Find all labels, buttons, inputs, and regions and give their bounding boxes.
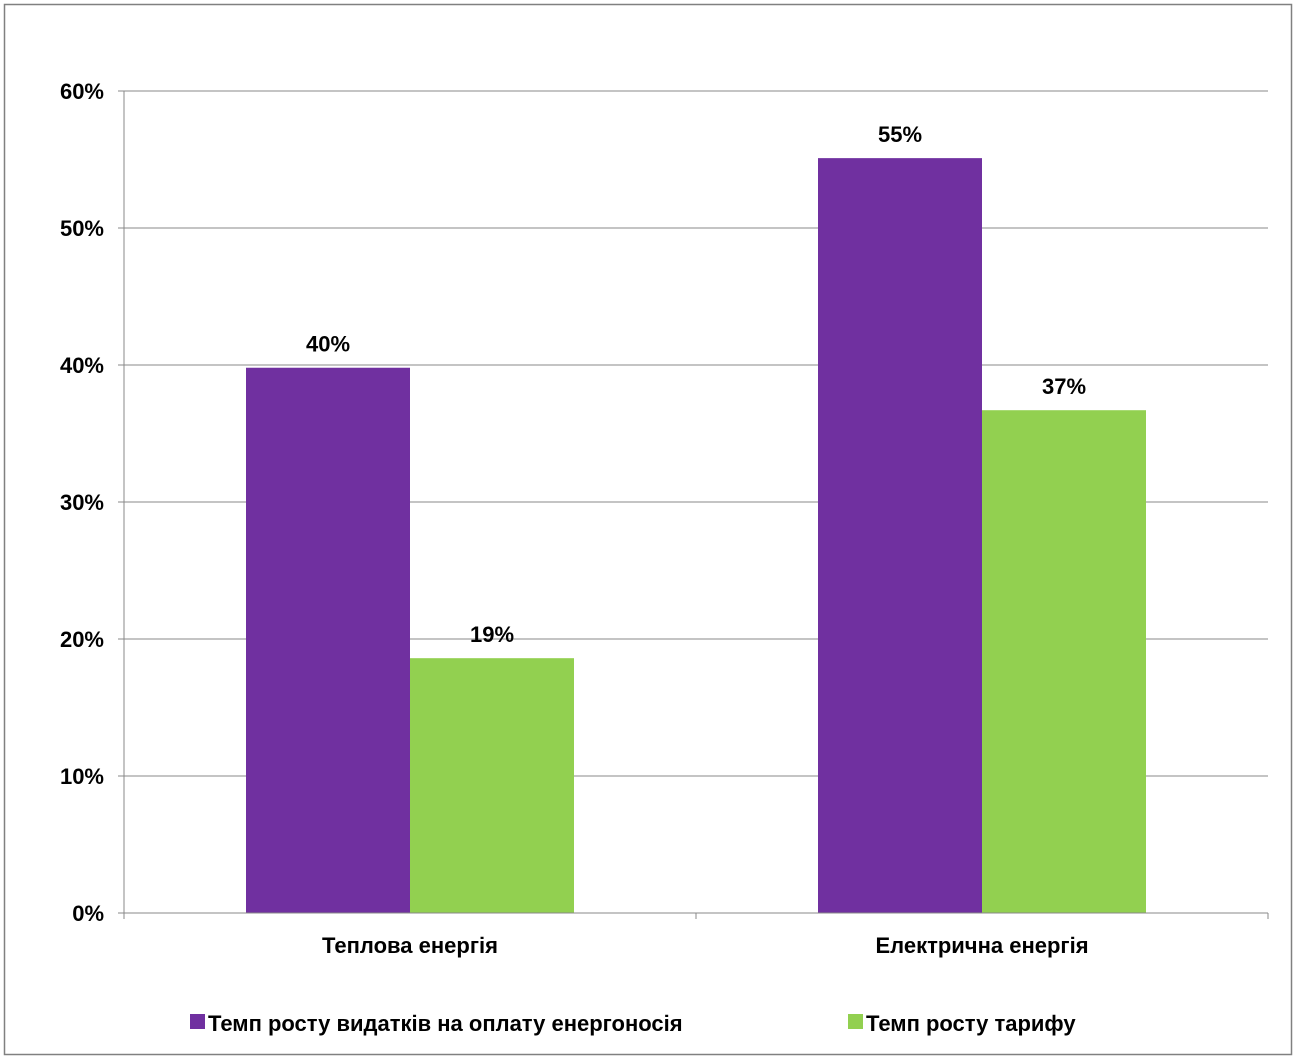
data-label: 55% [878,122,922,147]
y-tick-label: 30% [60,490,104,515]
legend-swatch [848,1014,863,1029]
data-label: 19% [470,622,514,647]
labels: 0% 10% 20% 30% 40% 50% 60% 40% 19% Теплова енергі… [60,79,1089,958]
bar [982,410,1146,913]
bar [246,367,410,913]
y-tick-label: 10% [60,764,104,789]
y-tick-label: 0% [72,901,104,926]
legend-label: Темп росту видатків на оплату енергоносі… [208,1011,683,1036]
legend-swatch [190,1014,205,1029]
bars [246,158,1146,913]
x-tick-label: Теплова енергія [322,933,498,958]
y-tick-label: 50% [60,216,104,241]
bar [410,658,574,913]
axes [118,90,1269,919]
x-tick-label: Електрична енергія [875,933,1088,958]
y-tick-label: 60% [60,79,104,104]
y-tick-label: 20% [60,627,104,652]
data-label: 40% [306,332,350,357]
data-label: 37% [1042,374,1086,399]
legend-label: Темп росту тарифу [866,1011,1076,1036]
legend: Темп росту видатків на оплату енергоносі… [190,1011,1076,1036]
y-tick-label: 40% [60,353,104,378]
bar [818,158,982,913]
